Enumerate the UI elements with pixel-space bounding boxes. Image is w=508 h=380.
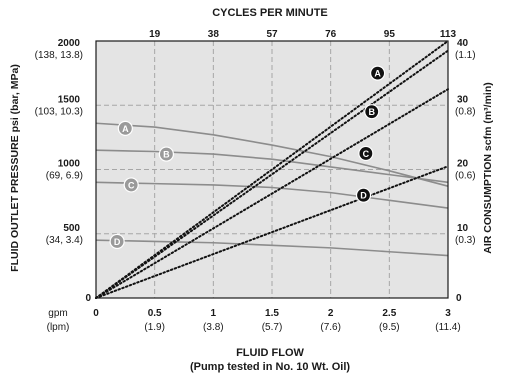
left-tick-label: 1500 [58,94,81,105]
x-tick-sublabel: (9.5) [379,322,400,333]
pressure-curve-b [95,149,449,184]
top-tick-label: 113 [440,29,457,40]
top-tick-label: 57 [266,29,278,40]
right-tick-label: 30 [457,94,469,105]
top-tick-label: 38 [208,29,220,40]
x-tick-label: 2.5 [382,308,396,319]
right-tick-label: 20 [457,159,469,170]
x-tick-label: 0.5 [148,308,162,319]
right-axis-title: AIR CONSUMPTION scfm (m³/min) [482,82,494,254]
left-tick-sublabel: (103, 10.3) [35,106,83,117]
x-tick-sublabel: (5.7) [262,322,283,333]
top-tick-label: 95 [384,29,396,40]
x-tick-sublabel: (1.9) [144,322,165,333]
tick-labels: 0 0.5 (1.9) 1 (3.8) 1.5 (5.7) 2 (7.6) 2.5 (9.5) 3 (1… [35,29,476,333]
pressure-marker-a: A [117,120,133,136]
air-marker-a: A [370,65,386,81]
top-tick-label: 19 [149,29,161,40]
grid [96,41,448,298]
pressure-curve-c [95,181,449,209]
right-tick-sublabel: (0.6) [455,171,476,182]
x-tick-label: 2 [328,308,334,319]
x-axis-title: FLUID FLOW [236,347,304,359]
left-tick-label: 0 [85,293,91,304]
svg-text:A: A [374,69,381,79]
air-line-d [95,165,449,299]
air-line-b [95,49,449,299]
left-tick-sublabel: (69, 6.9) [46,171,83,182]
air-line-a [95,40,449,299]
top-axis-title: CYCLES PER MINUTE [212,7,328,19]
pressure-marker-d: D [109,233,125,250]
right-tick-sublabel: (1.1) [455,50,476,61]
svg-text:B: B [163,150,170,160]
pressure-curve-a [95,122,449,187]
axes [95,40,449,299]
x-tick-label: 3 [445,308,451,319]
x-tick-label: 1 [211,308,217,319]
right-tick-label: 0 [456,293,462,304]
plot-frame [95,40,449,299]
right-tick-sublabel: (0.3) [455,235,476,246]
left-axis-title: FLUID OUTLET PRESSURE psi (bar, MPa) [9,64,21,272]
right-tick-label: 40 [457,38,469,49]
svg-text:B: B [368,107,375,117]
right-tick-label: 10 [457,223,469,234]
pressure-curves [95,122,449,257]
x-tick-label: 1.5 [265,308,279,319]
left-tick-label: 2000 [58,38,81,49]
top-tick-label: 76 [325,29,337,40]
svg-text:C: C [363,149,370,159]
air-marker-c: C [358,145,374,162]
x-tick-sublabel: (11.4) [435,322,460,333]
svg-text:C: C [128,180,135,190]
left-tick-label: 500 [63,223,80,234]
x-tick-sublabel: (7.6) [320,322,341,333]
left-tick-sublabel: (34, 3.4) [46,235,83,246]
x-unit-primary: gpm [48,308,67,319]
svg-text:D: D [360,191,367,201]
left-tick-sublabel: (138, 13.8) [35,50,83,61]
air-marker-b: B [364,104,380,120]
air-consumption-lines [95,40,449,299]
x-tick-sublabel: (3.8) [203,322,224,333]
pressure-curve-d [95,239,449,257]
series-markers: A B C D A B C D [109,65,386,250]
right-tick-sublabel: (0.8) [455,106,476,117]
left-tick-label: 1000 [58,159,81,170]
x-unit-secondary: (lpm) [47,322,70,333]
pressure-marker-b: B [158,146,174,162]
air-marker-d: D [355,187,372,203]
x-tick-label: 0 [93,308,99,319]
svg-text:D: D [114,237,121,247]
x-axis-note: (Pump tested in No. 10 Wt. Oil) [190,361,350,373]
svg-text:A: A [122,124,129,134]
pressure-marker-c: C [123,177,139,193]
air-line-c [95,88,449,299]
